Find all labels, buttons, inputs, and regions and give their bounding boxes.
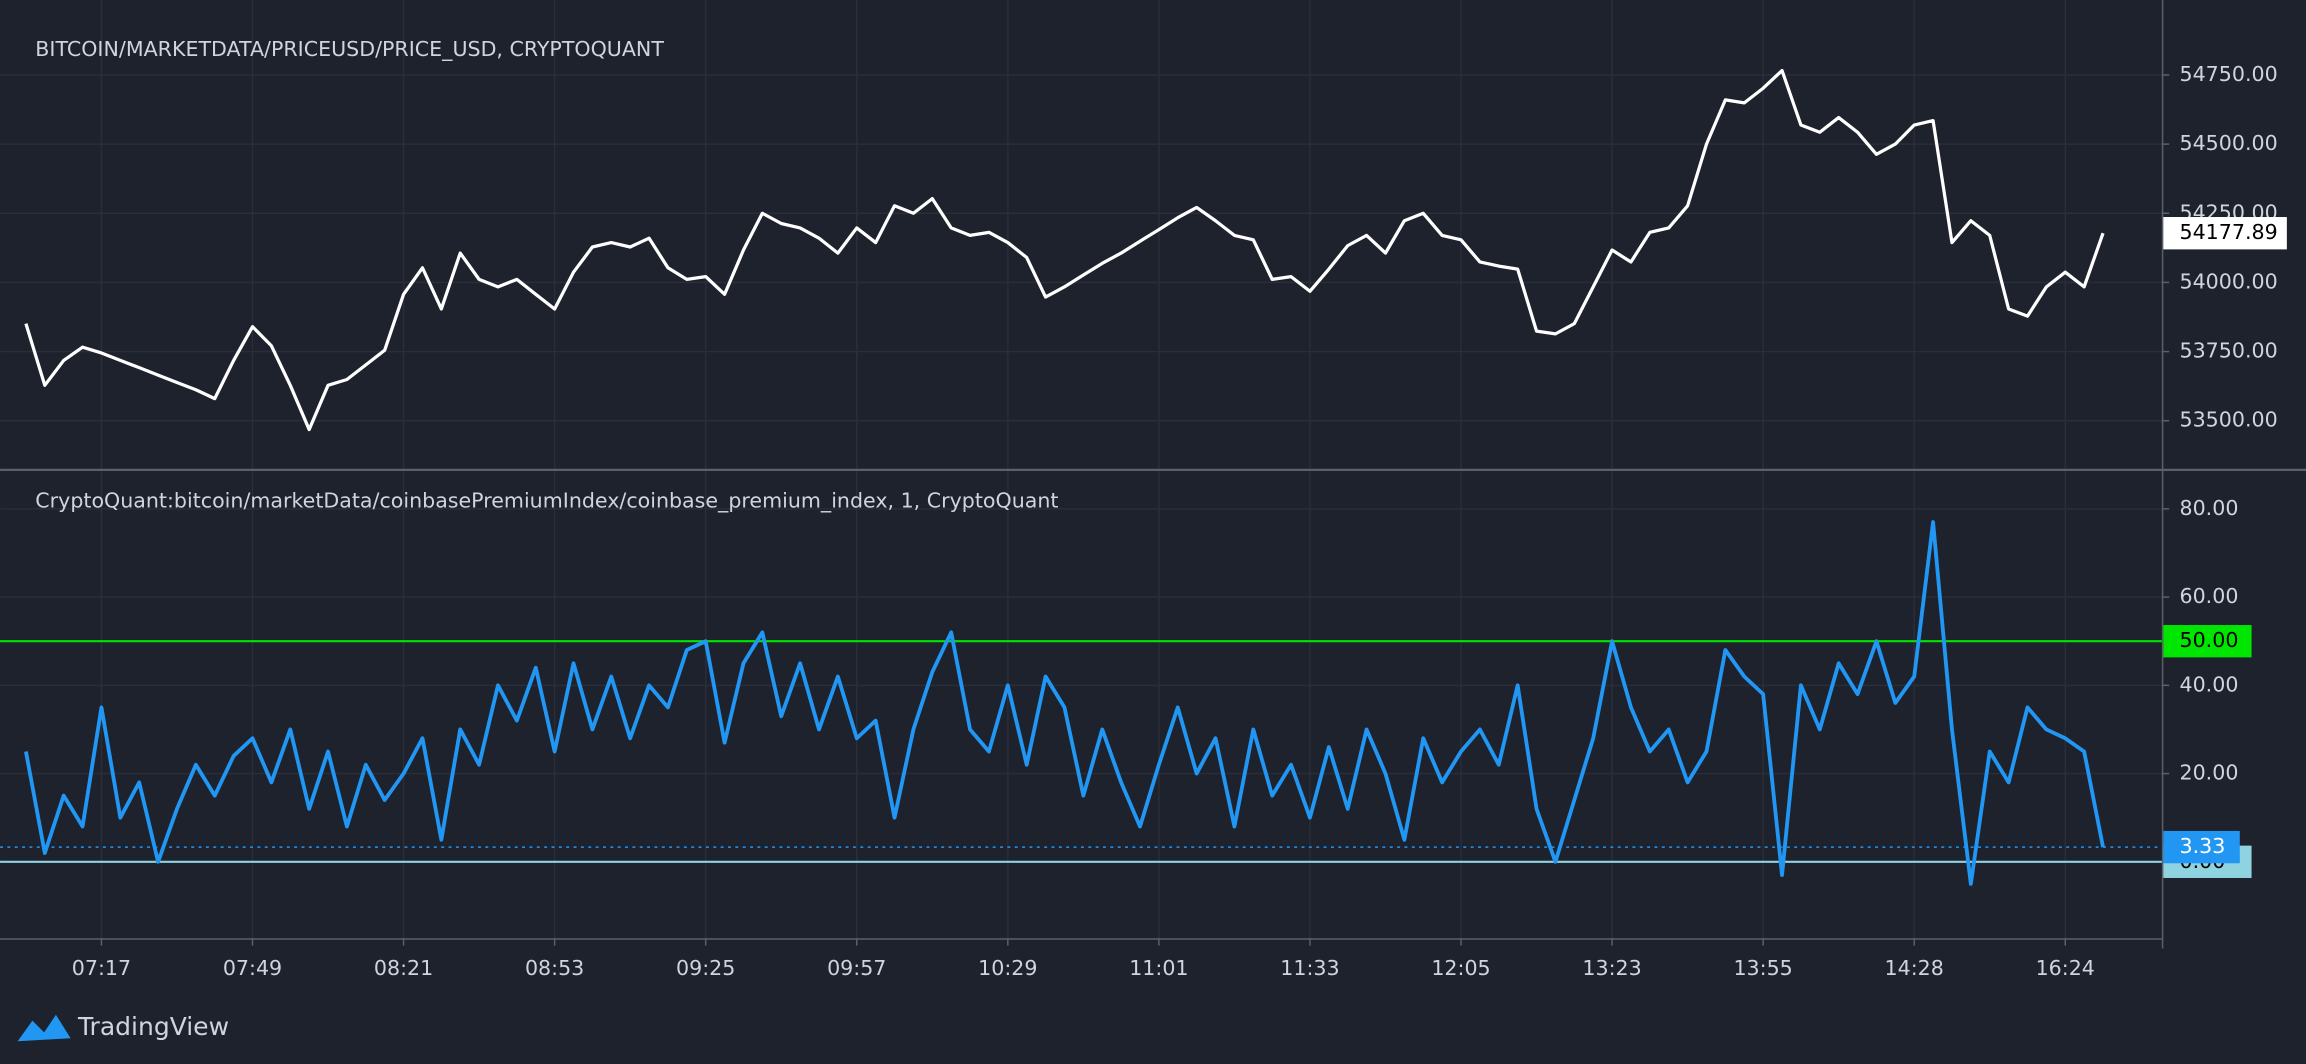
series-line — [24, 520, 2105, 886]
y-tick-label: 80.00 — [2179, 496, 2238, 520]
y-tick-label: 40.00 — [2179, 672, 2238, 696]
last-value-box — [2163, 217, 2287, 250]
x-tick-label: 11:01 — [1129, 956, 1188, 980]
x-tick-label: 13:55 — [1733, 956, 1792, 980]
y-tick-label: 53500.00 — [2179, 408, 2277, 432]
y-tick-label: 60.00 — [2179, 584, 2238, 608]
x-tick-label: 11:33 — [1280, 956, 1339, 980]
last-value-box — [2163, 830, 2240, 864]
x-tick-label: 14:28 — [1885, 956, 1944, 980]
x-tick-label: 09:57 — [827, 956, 886, 980]
brand-logo: TradingView — [17, 1012, 229, 1042]
x-tick-label: 16:24 — [2036, 956, 2095, 980]
x-tick-label: 10:29 — [978, 956, 1037, 980]
y-tick-label: 20.00 — [2179, 761, 2238, 785]
x-tick-label: 07:49 — [223, 956, 282, 980]
x-tick-label: 08:53 — [525, 956, 584, 980]
chart-title: BITCOIN/MARKETDATA/PRICEUSD/PRICE_USD, C… — [35, 37, 664, 62]
y-tick-label: 54500.00 — [2179, 131, 2277, 155]
reference-label: 50.00 — [2179, 628, 2238, 652]
x-tick-label: 12:05 — [1431, 956, 1490, 980]
x-tick-label: 08:21 — [374, 956, 433, 980]
logo-icon — [17, 1014, 71, 1042]
y-tick-label: 53750.00 — [2179, 339, 2277, 363]
last-value-label: 3.33 — [2179, 834, 2225, 858]
chart-title: CryptoQuant:bitcoin/marketData/coinbaseP… — [35, 488, 1058, 513]
y-tick-label: 54000.00 — [2179, 269, 2277, 293]
last-value-label: 54177.89 — [2179, 220, 2277, 244]
reference-label-box — [2163, 625, 2252, 658]
series-line — [24, 68, 2105, 432]
x-tick-label: 07:17 — [72, 956, 131, 980]
y-tick-label: 54750.00 — [2179, 62, 2277, 86]
x-tick-label: 09:25 — [676, 956, 735, 980]
brand-name: TradingView — [77, 1012, 229, 1041]
plot — [0, 68, 2162, 886]
x-tick-label: 13:23 — [1582, 956, 1641, 980]
